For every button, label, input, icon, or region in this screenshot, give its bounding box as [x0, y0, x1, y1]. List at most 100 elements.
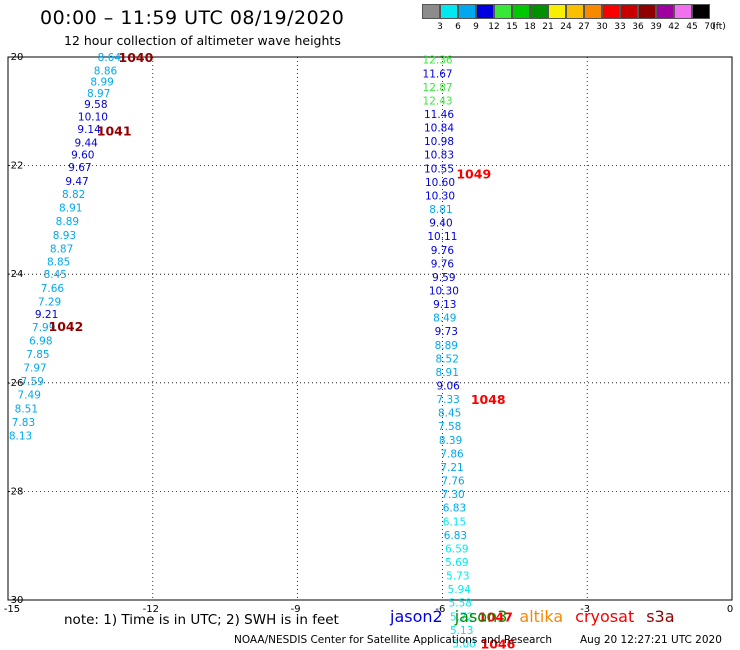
- wave-height-value: 5.72: [450, 611, 473, 623]
- wave-height-value: 7.83: [12, 417, 35, 429]
- wave-height-value: 6.59: [445, 543, 468, 555]
- wave-height-value: 8.39: [439, 435, 462, 447]
- plot-frame: [7, 56, 733, 601]
- wave-height-value: 8.45: [44, 269, 67, 281]
- legend-swatch-label: 36: [632, 22, 644, 32]
- wave-height-value: 10.30: [425, 190, 455, 202]
- footer-note: note: 1) Time is in UTC; 2) SWH is in fe…: [64, 612, 339, 628]
- legend-swatch: [548, 4, 566, 19]
- wave-height-value: 7.86: [440, 448, 464, 460]
- legend-swatch-label: 21: [542, 22, 554, 32]
- wave-height-value: 5.00: [452, 638, 475, 650]
- x-tick-label: -9: [291, 604, 301, 615]
- y-tick-label: -24: [7, 269, 23, 280]
- wave-height-value: 10.98: [424, 136, 454, 148]
- wave-height-value: 5.13: [450, 625, 473, 637]
- legend-swatch: [422, 4, 440, 19]
- x-tick-label: 0: [727, 604, 733, 615]
- legend-swatch-label: 6: [455, 22, 461, 32]
- map-subtitle: 12 hour collection of altimeter wave hei…: [64, 33, 341, 48]
- wave-height-value: 8.89: [435, 340, 458, 352]
- wave-height-value: 8.91: [59, 202, 82, 214]
- satellite-name-altika: altika: [519, 607, 564, 626]
- wave-height-value: 8.97: [87, 88, 110, 100]
- wave-height-value: 7.66: [41, 283, 65, 295]
- axis-ticks: -15 -12 -9 -6 -3 0-20-22-24-26-28-30: [4, 52, 733, 615]
- legend-swatch: [458, 4, 476, 19]
- wave-height-value: 9.47: [65, 176, 88, 188]
- credit-text: NOAA/NESDIS Center for Satellite Applica…: [234, 634, 552, 646]
- legend-swatch: [512, 4, 530, 19]
- y-tick-label: -22: [7, 161, 23, 172]
- wave-height-value: 10.60: [425, 177, 455, 189]
- legend-swatch: [476, 4, 494, 19]
- wave-height-value: 6.15: [443, 516, 466, 528]
- legend-swatch-label: 33: [614, 22, 626, 32]
- wave-height-value: 9.06: [436, 381, 460, 393]
- satellite-legend: jason2 jason3 altika cryosat s3a: [390, 607, 687, 626]
- legend-swatch: [656, 4, 674, 19]
- legend-swatch: [566, 4, 584, 19]
- wave-height-value: 9.44: [74, 137, 98, 149]
- pressure-label: 1046: [481, 636, 516, 650]
- pressure-label: 1042: [49, 319, 84, 334]
- wave-height-value: 8.13: [9, 430, 32, 442]
- map-title: 00:00 – 11:59 UTC 08/19/2020: [40, 7, 345, 29]
- wave-height-value: 7.85: [26, 349, 49, 361]
- wave-height-value: 7.59: [20, 376, 43, 388]
- wave-height-value: 7.30: [441, 489, 464, 501]
- legend-swatch: [530, 4, 548, 19]
- wave-height-value: 8.91: [436, 367, 459, 379]
- legend-swatch-label: 12: [488, 22, 500, 32]
- generated-timestamp: Aug 20 12:27:21 UTC 2020: [580, 634, 722, 646]
- wave-height-value: 6.83: [444, 530, 467, 542]
- wave-height-value: 10.10: [78, 112, 108, 124]
- wave-height-value: 8.49: [433, 313, 456, 325]
- wave-height-value: 7.21: [440, 462, 463, 474]
- wave-height-value: 8.52: [436, 353, 459, 365]
- wave-height-value: 10.84: [424, 123, 454, 135]
- wave-height-value: 7.49: [18, 390, 41, 402]
- legend-swatch-label: 27: [578, 22, 590, 32]
- legend-swatch: [440, 4, 458, 19]
- wave-height-value: 12.43: [423, 95, 453, 107]
- wave-height-value: 8.87: [50, 244, 73, 256]
- y-tick-label: -20: [7, 52, 23, 63]
- x-tick-label: -6: [435, 604, 445, 615]
- wave-height-value: 8.51: [15, 403, 38, 415]
- y-tick-label: -30: [7, 595, 23, 606]
- legend-swatch: [692, 4, 710, 19]
- satellite-name-jason2: jason2: [390, 607, 443, 626]
- satellite-name-cryosat: cryosat: [575, 607, 635, 626]
- x-tick-label: -12: [143, 604, 159, 615]
- legend-swatch: [620, 4, 638, 19]
- wave-height-value: 7.33: [436, 394, 459, 406]
- pressure-label: 1049: [456, 167, 491, 182]
- wave-height-value: 9.67: [68, 162, 91, 174]
- legend-swatch-label: 24: [560, 22, 572, 32]
- pressure-label: 1041: [97, 123, 132, 138]
- wave-height-value: 5.73: [446, 571, 469, 583]
- pressure-label: 1047: [478, 609, 513, 624]
- legend-swatch-label: 3: [437, 22, 443, 32]
- y-tick-label: -28: [7, 486, 23, 497]
- wave-height-value: 5.69: [445, 557, 468, 569]
- wave-height-value: 12.87: [423, 82, 453, 94]
- wave-height-value: 7.97: [23, 363, 46, 375]
- wave-height-value: 10.55: [424, 163, 454, 175]
- wave-height-value: 9.76: [431, 258, 455, 270]
- legend-swatch: [584, 4, 602, 19]
- legend-swatch-label: 70: [704, 22, 716, 32]
- wave-height-value: 8.64: [98, 52, 122, 64]
- legend-swatch-label: 9: [473, 22, 479, 32]
- wave-height-value: 8.93: [53, 230, 76, 242]
- satellite-name-jason3: jason3: [454, 607, 508, 626]
- wave-height-value: 8.85: [47, 257, 70, 269]
- wave-height-value: 9.58: [84, 99, 107, 111]
- wave-height-value: 10.30: [429, 285, 459, 297]
- wave-height-value: 12.36: [423, 55, 453, 67]
- wave-height-labels: 8.64 8.868.998.979.5810.109.149.449.609.6…: [9, 52, 476, 650]
- legend-swatch: [494, 4, 512, 19]
- wave-height-value: 9.21: [35, 309, 58, 321]
